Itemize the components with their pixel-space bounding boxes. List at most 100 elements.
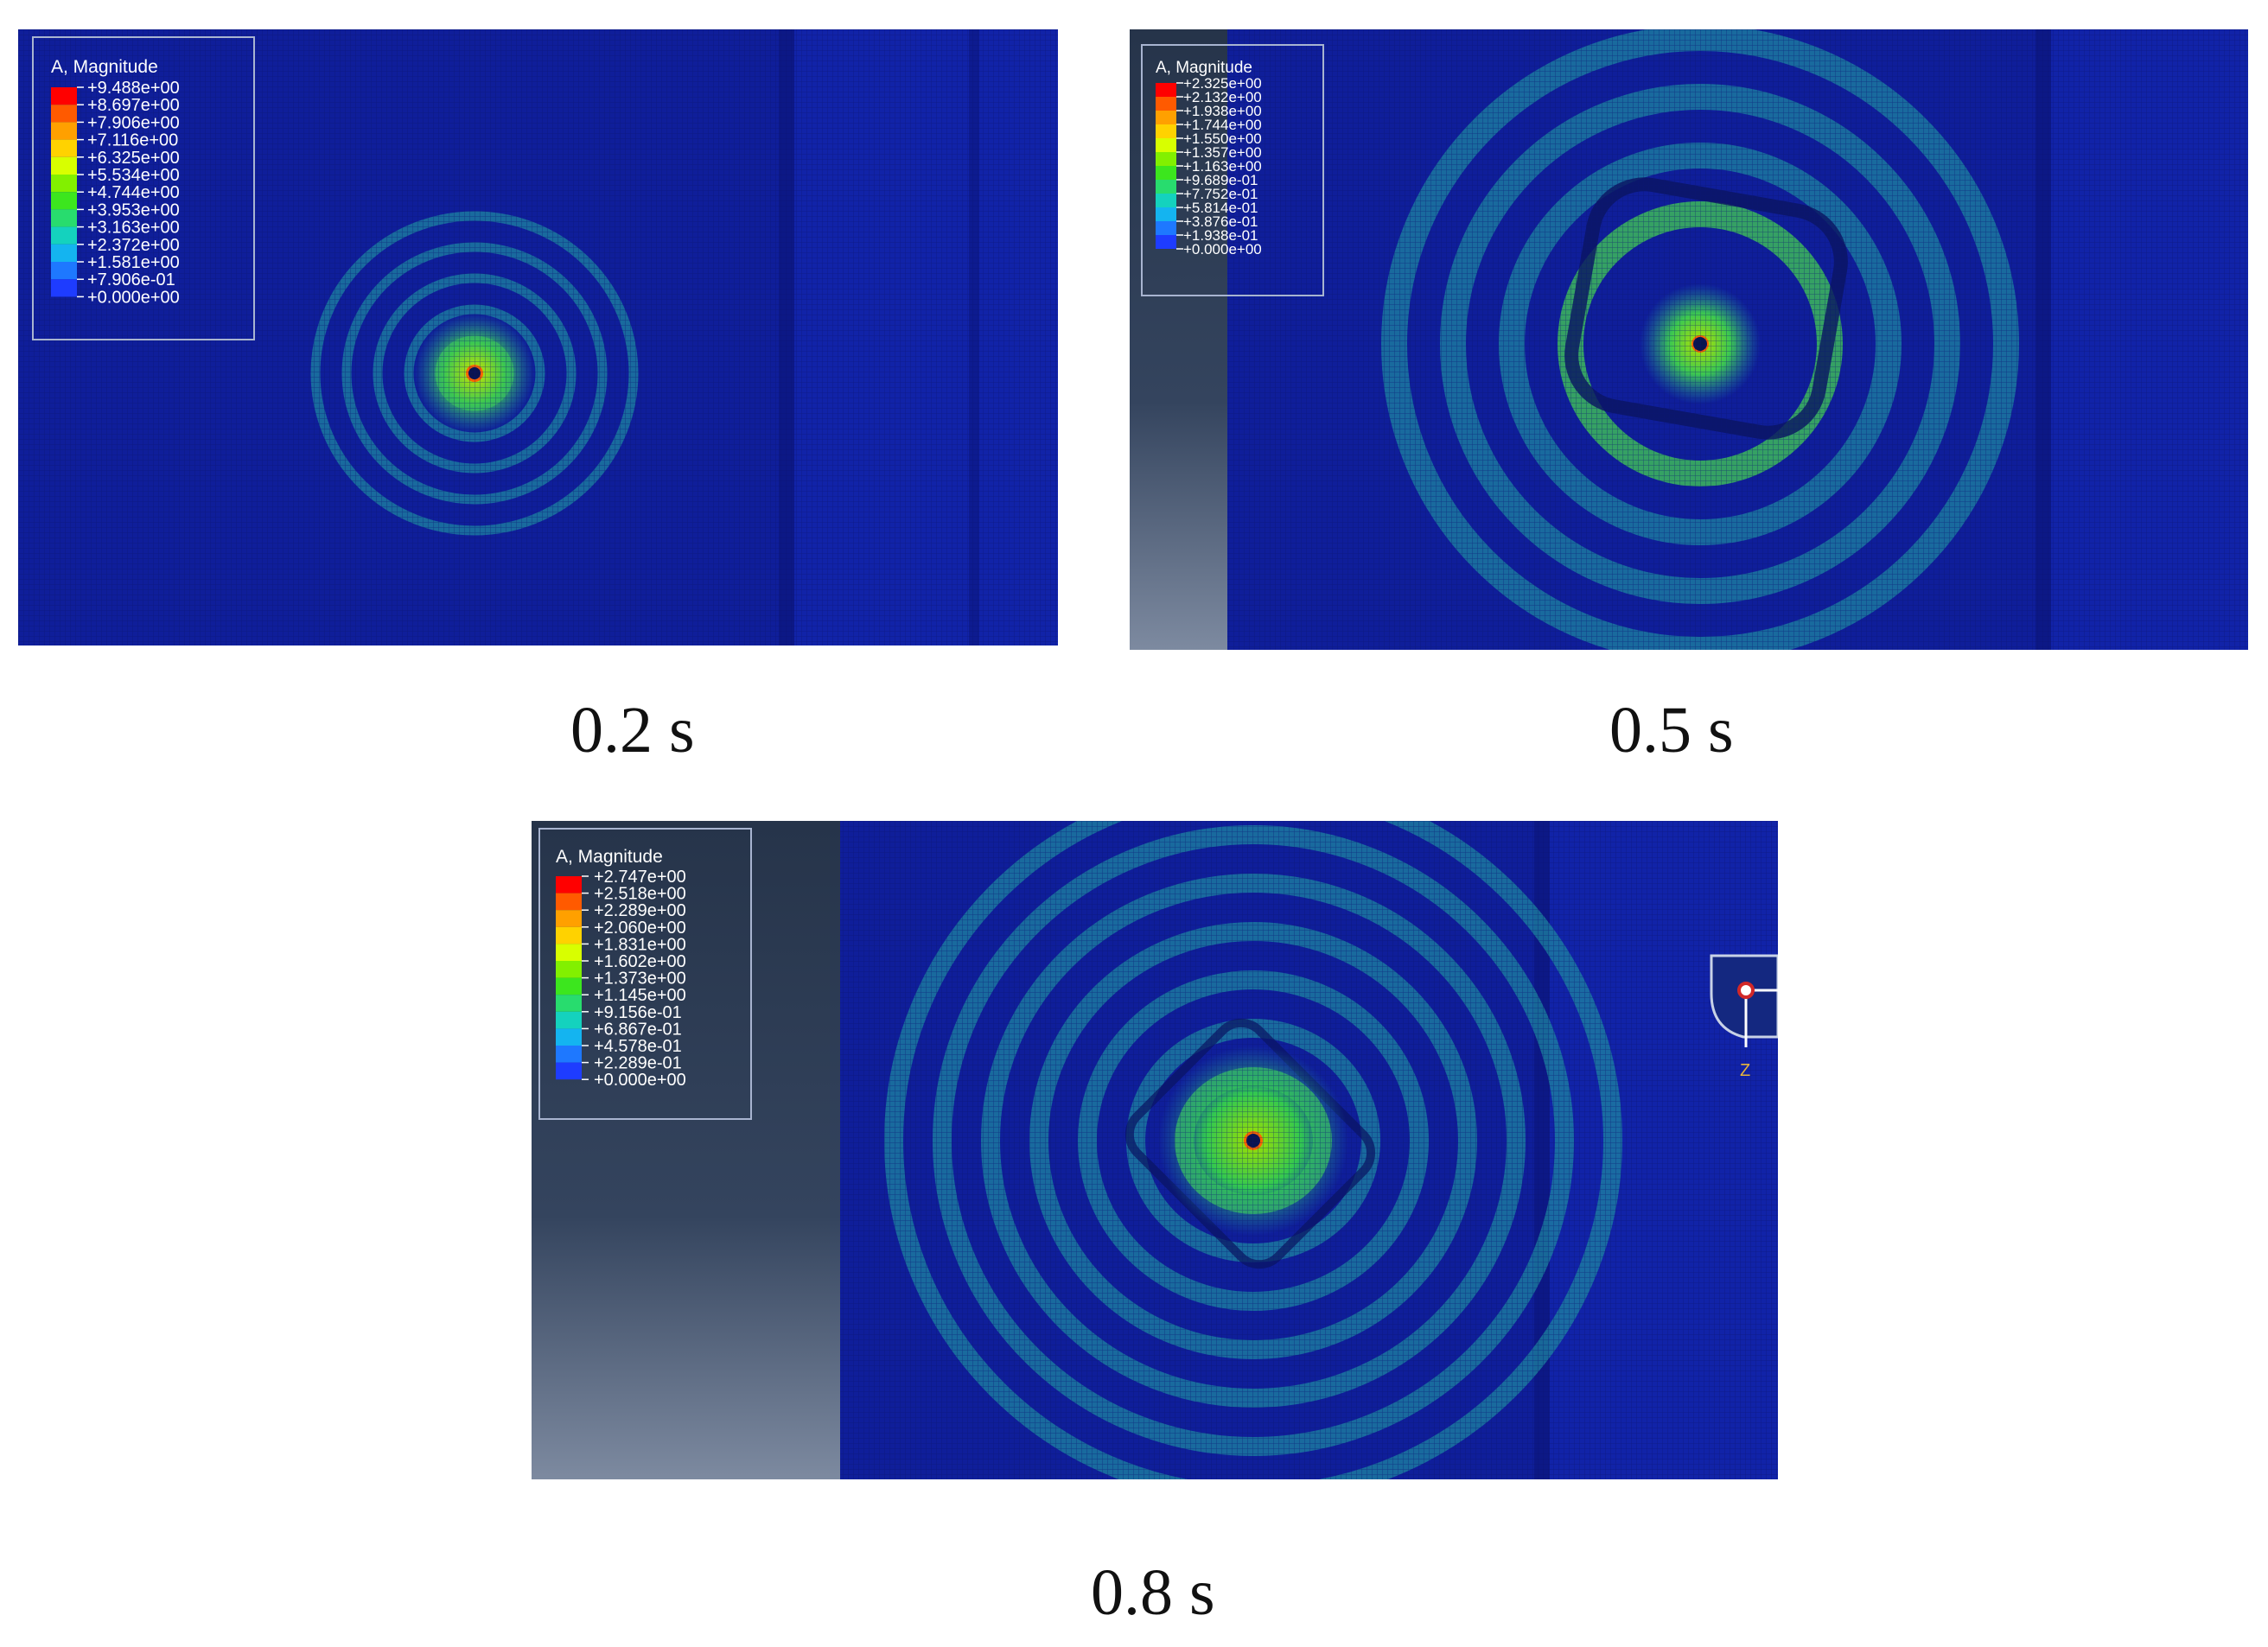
legend-value: +7.116e+00 bbox=[87, 131, 178, 150]
legend-swatch bbox=[556, 1028, 582, 1046]
legend-swatch bbox=[51, 262, 77, 280]
legend-swatch bbox=[51, 244, 77, 262]
legend-value: +2.372e+00 bbox=[87, 236, 180, 255]
legend-swatch bbox=[556, 926, 582, 944]
viewport-background bbox=[532, 821, 840, 1479]
legend-value: +1.831e+00 bbox=[594, 935, 686, 954]
legend-swatch bbox=[1156, 83, 1176, 97]
legend-swatch bbox=[51, 122, 77, 140]
legend-swatch bbox=[556, 893, 582, 911]
legend-title: A, Magnitude bbox=[1156, 59, 1252, 77]
legend-value: +0.000e+00 bbox=[594, 1071, 686, 1090]
legend-value: +1.357e+00 bbox=[1183, 144, 1262, 161]
caption-0-5s: 0.5 s bbox=[1609, 694, 1734, 766]
legend-value: +3.163e+00 bbox=[87, 219, 180, 238]
legend-swatch bbox=[51, 105, 77, 123]
legend-swatch bbox=[51, 139, 77, 157]
legend-frame bbox=[1141, 44, 1324, 296]
legend-value: +6.325e+00 bbox=[87, 149, 180, 168]
legend-value: +3.876e-01 bbox=[1183, 213, 1258, 230]
legend-swatch bbox=[556, 1011, 582, 1029]
legend-value: +7.752e-01 bbox=[1183, 186, 1258, 202]
mesh-overlay bbox=[840, 821, 1778, 1479]
triad-axis-label: Z bbox=[1740, 1061, 1750, 1080]
contour-panel-0-2s: A, Magnitude +9.488e+00 +8.697e+00 +7.906e… bbox=[18, 29, 1058, 645]
legend-swatch bbox=[556, 977, 582, 995]
legend-value: +2.289e+00 bbox=[594, 901, 686, 920]
legend-swatch bbox=[51, 209, 77, 227]
legend-swatch bbox=[1156, 124, 1176, 138]
legend-swatch bbox=[1156, 235, 1176, 249]
legend-swatch bbox=[51, 226, 77, 245]
viewport-background bbox=[1130, 29, 1227, 650]
legend-frame bbox=[538, 828, 752, 1120]
legend-title: A, Magnitude bbox=[556, 847, 663, 867]
legend-swatch bbox=[1156, 166, 1176, 180]
legend-value: +2.325e+00 bbox=[1183, 75, 1262, 92]
legend-value: +1.938e-01 bbox=[1183, 227, 1258, 244]
contour-panel-0-8s: Z A, Magnitude +2.747e+00 +2.518e+00 +2.28… bbox=[532, 821, 1778, 1479]
legend-swatch bbox=[1156, 180, 1176, 194]
legend-value: +9.689e-01 bbox=[1183, 172, 1258, 188]
legend-value: +9.488e+00 bbox=[87, 79, 180, 98]
legend-swatch bbox=[556, 995, 582, 1012]
legend-value: +4.744e+00 bbox=[87, 183, 180, 202]
legend: A, Magnitude +2.747e+00+2.518e+00+2.289e… bbox=[538, 828, 752, 1120]
legend-swatch bbox=[556, 944, 582, 961]
legend-swatch bbox=[1156, 152, 1176, 166]
legend-title: A, Magnitude bbox=[51, 57, 158, 77]
mesh-overlay bbox=[18, 29, 1058, 645]
legend-value: +0.000e+00 bbox=[1183, 241, 1262, 258]
legend-value: +1.938e+00 bbox=[1183, 103, 1262, 119]
legend-swatch bbox=[1156, 111, 1176, 124]
legend-value: +0.000e+00 bbox=[87, 288, 180, 307]
legend-swatch bbox=[556, 910, 582, 927]
mesh-overlay bbox=[1227, 29, 2248, 650]
legend-swatch bbox=[556, 1062, 582, 1080]
legend-swatch bbox=[556, 1046, 582, 1063]
legend-swatch bbox=[556, 961, 582, 978]
legend-swatch bbox=[51, 192, 77, 210]
legend-value: +2.289e-01 bbox=[594, 1054, 682, 1073]
legend-value: +1.744e+00 bbox=[1183, 117, 1262, 133]
contour-plot-0-5s: A, Magnitude +2.325e+00+2.132e+00+1.938e… bbox=[1130, 29, 2248, 650]
legend-value: +2.132e+00 bbox=[1183, 89, 1262, 105]
legend-frame bbox=[32, 36, 255, 340]
legend-value: +1.550e+00 bbox=[1183, 130, 1262, 147]
legend-swatch bbox=[51, 279, 77, 297]
caption-0-8s: 0.8 s bbox=[1091, 1556, 1215, 1629]
legend-value: +5.814e-01 bbox=[1183, 200, 1258, 216]
view-triad: Z bbox=[1710, 954, 1778, 1080]
legend-scale: +2.747e+00+2.518e+00+2.289e+00+2.060e+00… bbox=[556, 868, 686, 1090]
legend-value: +1.163e+00 bbox=[1183, 158, 1262, 175]
legend-swatch bbox=[1156, 221, 1176, 235]
legend-value: +8.697e+00 bbox=[87, 96, 180, 115]
legend-swatch bbox=[51, 87, 77, 105]
legend-value: +9.156e-01 bbox=[594, 1003, 682, 1022]
legend-swatch bbox=[51, 156, 77, 175]
legend: A, Magnitude +9.488e+00+8.697e+00+7.906e… bbox=[32, 36, 255, 340]
legend-value: +7.906e+00 bbox=[87, 113, 180, 132]
legend-swatch bbox=[1156, 194, 1176, 207]
legend-scale: +9.488e+00+8.697e+00+7.906e+00+7.116e+00… bbox=[51, 79, 180, 307]
legend-value: +5.534e+00 bbox=[87, 166, 180, 185]
legend-swatch bbox=[556, 876, 582, 893]
legend: A, Magnitude +2.325e+00+2.132e+00+1.938e… bbox=[1141, 44, 1324, 296]
legend-swatch bbox=[1156, 97, 1176, 111]
legend-value: +4.578e-01 bbox=[594, 1037, 682, 1056]
contour-plot-0-8s: Z A, Magnitude +2.747e+00+2.518e+00+2.28… bbox=[532, 821, 1778, 1479]
legend-swatch bbox=[1156, 207, 1176, 221]
legend-value: +6.867e-01 bbox=[594, 1020, 682, 1039]
legend-scale: +2.325e+00+2.132e+00+1.938e+00+1.744e+00… bbox=[1156, 75, 1262, 258]
legend-value: +1.602e+00 bbox=[594, 952, 686, 971]
legend-swatch bbox=[51, 175, 77, 193]
legend-value: +1.145e+00 bbox=[594, 986, 686, 1005]
legend-value: +1.373e+00 bbox=[594, 970, 686, 989]
legend-value: +3.953e+00 bbox=[87, 200, 180, 219]
legend-value: +2.060e+00 bbox=[594, 919, 686, 938]
legend-value: +1.581e+00 bbox=[87, 253, 180, 272]
contour-plot-0-2s: A, Magnitude +9.488e+00+8.697e+00+7.906e… bbox=[18, 29, 1058, 645]
legend-value: +2.747e+00 bbox=[594, 868, 686, 887]
contour-panel-0-5s: A, Magnitude +2.325e+00 +2.132e+00 +1.938e… bbox=[1130, 29, 2248, 650]
caption-0-2s: 0.2 s bbox=[570, 694, 695, 766]
